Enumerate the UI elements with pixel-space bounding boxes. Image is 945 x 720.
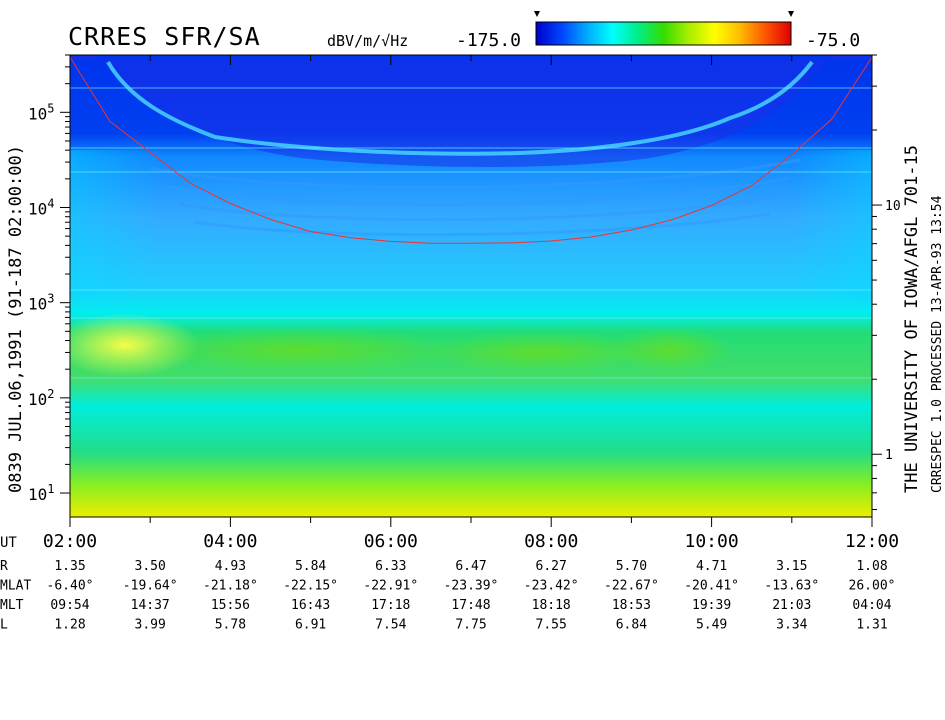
y-tick-label: 102 — [28, 387, 55, 409]
ephemeris-row-label: L — [0, 618, 8, 633]
right-hiss-region — [790, 150, 872, 300]
x-tick-label: 08:00 — [524, 531, 578, 552]
ephemeris-value: 14:37 — [131, 598, 170, 613]
ephemeris-value: 04:04 — [852, 598, 891, 613]
y-tick-label: 101 — [28, 482, 55, 504]
right-y-axis: 1 10 — [872, 54, 901, 511]
ephemeris-value: 09:54 — [50, 598, 89, 613]
ephemeris-value: 4.93 — [215, 559, 246, 574]
ephemeris-value: -23.39° — [444, 579, 499, 594]
ephemeris-row-label: MLT — [0, 598, 24, 613]
colorbar-unit-label: dBV/m/√Hz — [327, 32, 408, 50]
ephemeris-value: -21.18° — [203, 579, 258, 594]
ephemeris-value: 6.84 — [616, 618, 647, 633]
spectrogram-plot — [70, 55, 872, 517]
ephemeris-row-label: MLAT — [0, 579, 31, 594]
upper-hybrid-band — [106, 60, 814, 156]
x-tick-label: 10:00 — [685, 531, 739, 552]
harmonic-band — [194, 212, 771, 237]
ephemeris-value: 1.31 — [856, 618, 887, 633]
ephemeris-value: 19:39 — [692, 598, 731, 613]
right-tick-label: 10 — [885, 199, 901, 214]
ephemeris-value: 17:48 — [451, 598, 490, 613]
y-tick-label: 103 — [28, 292, 55, 314]
ephemeris-value: 1.08 — [856, 559, 887, 574]
ephemeris-value: 3.34 — [776, 618, 807, 633]
ephemeris-value: 5.84 — [295, 559, 326, 574]
ephemeris-value: 5.49 — [696, 618, 727, 633]
harmonic-bands — [149, 158, 801, 237]
ephemeris-value: -13.63° — [764, 579, 819, 594]
right-tick-label: 1 — [885, 448, 893, 463]
ephemeris-value: 6.27 — [536, 559, 567, 574]
ephemeris-value: 5.78 — [215, 618, 246, 633]
chorus-band — [140, 328, 460, 372]
right-vertical-label: THE UNIVERSITY OF IOWA/AFGL 701-15 — [902, 145, 922, 493]
y-tick-label: 104 — [28, 196, 55, 218]
colorbar-min-label: -175.0 — [456, 30, 521, 51]
ephemeris-value: -23.42° — [524, 579, 579, 594]
ephemeris-value: 6.91 — [295, 618, 326, 633]
ephemeris-value: -6.40° — [47, 579, 94, 594]
gyrofrequency-curve — [70, 56, 872, 244]
ephemeris-value: 4.71 — [696, 559, 727, 574]
ephemeris-value: 17:18 — [371, 598, 410, 613]
ephemeris-table: R 1.35 3.50 4.93 5.84 6.33 6.47 6.27 5.70 4.71 3.1… — [0, 559, 895, 633]
colorbar-gradient — [535, 21, 792, 46]
x-tick-label: 04:00 — [203, 531, 257, 552]
colorbar — [534, 11, 794, 46]
ephemeris-value: 6.33 — [375, 559, 406, 574]
chart-title: CRRES SFR/SA — [68, 22, 261, 51]
ephemeris-value: 26.00° — [849, 579, 896, 594]
ephemeris-value: 21:03 — [772, 598, 811, 613]
ephemeris-value: 7.54 — [375, 618, 406, 633]
left-y-axis: 101 102 103 104 105 — [28, 54, 70, 504]
ephemeris-value: 7.55 — [536, 618, 567, 633]
ephemeris-value: 6.47 — [455, 559, 486, 574]
ephemeris-value: -19.64° — [123, 579, 178, 594]
ephemeris-value: -22.15° — [283, 579, 338, 594]
ephemeris-value: 3.99 — [135, 618, 166, 633]
harmonic-band — [164, 176, 791, 207]
ephemeris-value: 15:56 — [211, 598, 250, 613]
ephemeris-value: -22.91° — [363, 579, 418, 594]
ephemeris-row-label: R — [0, 559, 8, 574]
harmonic-band — [179, 194, 781, 222]
x-axis: 02:00 04:00 06:00 08:00 10:00 12:00 — [43, 55, 899, 552]
ephemeris-value: -22.67° — [604, 579, 659, 594]
ephemeris-value: 5.70 — [616, 559, 647, 574]
left-vertical-label: 0839 JUL.06,1991 (91-187 02:00:00) — [6, 145, 26, 493]
x-tick-label: 02:00 — [43, 531, 97, 552]
harmonic-band — [149, 158, 801, 189]
right-vertical-label-2: CRRESPEC 1.0 PROCESSED 13-APR-93 13:54 — [930, 195, 945, 493]
ephemeris-value: 1.35 — [54, 559, 85, 574]
colorbar-min-marker — [534, 11, 540, 17]
colorbar-max-marker — [788, 11, 794, 17]
ephemeris-value: 1.28 — [54, 618, 85, 633]
x-axis-label: UT — [0, 535, 17, 551]
ephemeris-value: 16:43 — [291, 598, 330, 613]
chorus-band — [610, 328, 730, 372]
chorus-band — [420, 332, 660, 372]
ephemeris-value: 3.15 — [776, 559, 807, 574]
ephemeris-value: -20.41° — [684, 579, 739, 594]
upper-hybrid-region — [70, 55, 872, 167]
ephemeris-value: 3.50 — [135, 559, 166, 574]
ephemeris-value: 7.75 — [455, 618, 486, 633]
left-hiss-region — [70, 150, 160, 300]
x-tick-label: 12:00 — [845, 531, 899, 552]
colorbar-max-label: -75.0 — [806, 30, 860, 51]
horizontal-interference-lines — [70, 87, 872, 379]
y-tick-label: 105 — [28, 101, 55, 123]
ephemeris-value: 18:18 — [532, 598, 571, 613]
ephemeris-value: 18:53 — [612, 598, 651, 613]
x-tick-label: 06:00 — [364, 531, 418, 552]
